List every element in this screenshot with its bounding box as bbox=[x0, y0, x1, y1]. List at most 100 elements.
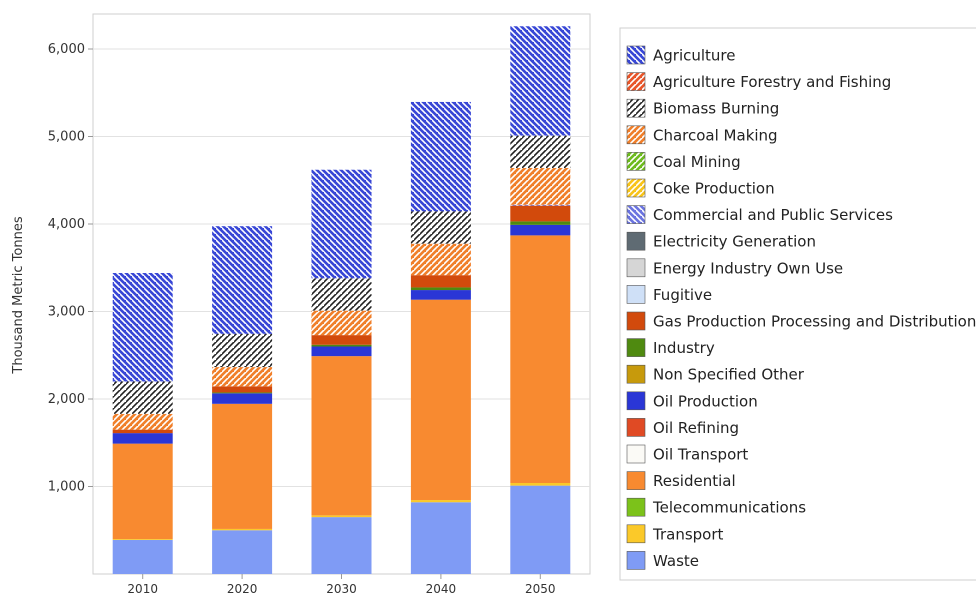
legend-label-agriculture-forestry-and-fishing[interactable]: Agriculture Forestry and Fishing bbox=[653, 73, 891, 91]
bar-segment-industry-2030[interactable] bbox=[311, 344, 372, 347]
y-tick-label: 5,000 bbox=[48, 130, 85, 145]
bar-segment-oil-production-2030[interactable] bbox=[311, 346, 372, 357]
bar-segment-residential-2050[interactable] bbox=[510, 235, 571, 483]
y-tick-label: 2,000 bbox=[48, 392, 85, 407]
bar-segment-waste-2040[interactable] bbox=[410, 502, 471, 574]
bar-segment-agriculture-2040[interactable] bbox=[410, 101, 471, 212]
legend-swatch-non-specified-other[interactable] bbox=[626, 364, 646, 384]
bar-segment-commercial-and-public-services-2050[interactable] bbox=[510, 204, 571, 206]
y-tick-label: 1,000 bbox=[48, 480, 85, 495]
x-tick-label: 2050 bbox=[525, 582, 556, 596]
bar-segment-biomass-burning-2030[interactable] bbox=[311, 278, 372, 311]
bar-segment-waste-2050[interactable] bbox=[510, 485, 571, 574]
x-axis-ticks: 2010 2020 2030 2040 2050 bbox=[127, 574, 556, 596]
legend-swatch-electricity-generation[interactable] bbox=[626, 231, 646, 251]
bar-segment-charcoal-making-2050[interactable] bbox=[510, 168, 571, 205]
legend-label-coke-production[interactable]: Coke Production bbox=[653, 180, 775, 198]
bar-segment-biomass-burning-2040[interactable] bbox=[410, 211, 471, 244]
bar-segment-waste-2010[interactable] bbox=[112, 539, 173, 574]
x-tick-label: 2010 bbox=[127, 582, 158, 596]
bar-segment-agriculture-2030[interactable] bbox=[311, 169, 372, 279]
bar-segment-charcoal-making-2020[interactable] bbox=[212, 367, 273, 387]
y-axis-label: Thousand Metric Tonnes bbox=[11, 216, 26, 374]
bar-segment-charcoal-making-2030[interactable] bbox=[311, 310, 372, 336]
bar-segment-biomass-burning-2010[interactable] bbox=[112, 381, 173, 414]
legend-swatch-transport[interactable] bbox=[626, 524, 646, 544]
legend-swatch-residential[interactable] bbox=[626, 471, 646, 490]
bar-segment-transport-2050[interactable] bbox=[510, 483, 571, 486]
bar-segment-transport-2030[interactable] bbox=[311, 515, 372, 518]
bar-segment-gas-production-processing-and-distribution-2040[interactable] bbox=[410, 275, 471, 288]
legend-box bbox=[619, 27, 976, 581]
bar-segment-agriculture-2020[interactable] bbox=[212, 226, 273, 334]
bar-segment-charcoal-making-2010[interactable] bbox=[112, 413, 173, 430]
legend-swatch-energy-industry-own-use[interactable] bbox=[626, 258, 646, 278]
legend-label-industry[interactable]: Industry bbox=[653, 339, 715, 357]
bar-segment-gas-production-processing-and-distribution-2030[interactable] bbox=[311, 335, 372, 345]
legend-label-oil-transport[interactable]: Oil Transport bbox=[653, 446, 748, 464]
legend-swatch-industry[interactable] bbox=[626, 338, 646, 357]
bar-segment-gas-production-processing-and-distribution-2020[interactable] bbox=[212, 386, 273, 393]
legend-swatch-coke-production[interactable] bbox=[626, 178, 646, 198]
bar-segment-industry-2050[interactable] bbox=[510, 221, 571, 225]
bar-segment-industry-2040[interactable] bbox=[410, 287, 471, 291]
legend-label-non-specified-other[interactable]: Non Specified Other bbox=[653, 366, 805, 384]
bar-segment-oil-production-2010[interactable] bbox=[112, 433, 173, 444]
y-tick-label: 6,000 bbox=[48, 42, 85, 57]
legend-swatch-waste[interactable] bbox=[626, 551, 646, 570]
bar-segment-waste-2020[interactable] bbox=[212, 530, 273, 574]
y-axis-ticks: 1,000 2,000 3,000 4,000 5,000 6,000 bbox=[48, 42, 93, 495]
legend-label-commercial-and-public-services[interactable]: Commercial and Public Services bbox=[653, 206, 893, 224]
x-tick-label: 2040 bbox=[426, 582, 457, 596]
legend-label-oil-refining[interactable]: Oil Refining bbox=[653, 419, 739, 437]
bar-segment-agriculture-2050[interactable] bbox=[510, 26, 571, 136]
legend-swatch-agriculture[interactable] bbox=[626, 45, 646, 65]
bar-segment-biomass-burning-2050[interactable] bbox=[510, 135, 571, 168]
bar-segment-gas-production-processing-and-distribution-2050[interactable] bbox=[510, 205, 571, 222]
legend-label-agriculture[interactable]: Agriculture bbox=[653, 47, 736, 65]
legend-swatch-oil-production[interactable] bbox=[626, 391, 646, 411]
legend-swatch-coal-mining[interactable] bbox=[626, 152, 646, 171]
bar-segment-transport-2040[interactable] bbox=[410, 500, 471, 503]
legend-label-coal-mining[interactable]: Coal Mining bbox=[653, 153, 741, 171]
bar-segment-biomass-burning-2020[interactable] bbox=[212, 333, 273, 368]
legend-swatch-oil-refining[interactable] bbox=[626, 418, 646, 437]
bar-segment-transport-2020[interactable] bbox=[212, 528, 273, 531]
legend[interactable]: Agriculture Agriculture Forestry and Fish… bbox=[626, 45, 976, 570]
bar-segment-gas-production-processing-and-distribution-2010[interactable] bbox=[112, 429, 173, 434]
legend-label-gas-production-processing-and-distribution[interactable]: Gas Production Processing and Distributi… bbox=[653, 313, 976, 331]
legend-label-oil-production[interactable]: Oil Production bbox=[653, 392, 758, 410]
bar-segment-residential-2020[interactable] bbox=[212, 403, 273, 529]
bar-segment-industry-2020[interactable] bbox=[212, 392, 273, 394]
bar-segment-oil-production-2040[interactable] bbox=[410, 290, 471, 300]
legend-label-energy-industry-own-use[interactable]: Energy Industry Own Use bbox=[653, 259, 843, 277]
legend-swatch-gas-production-processing-and-distribution[interactable] bbox=[626, 311, 646, 331]
legend-swatch-telecommunications[interactable] bbox=[626, 497, 646, 517]
legend-swatch-fugitive[interactable] bbox=[626, 285, 646, 304]
bar-segment-agriculture-2010[interactable] bbox=[112, 273, 173, 382]
bar-segment-residential-2040[interactable] bbox=[410, 299, 471, 501]
legend-swatch-charcoal-making[interactable] bbox=[626, 125, 646, 145]
bar-segment-transport-2010[interactable] bbox=[112, 539, 173, 540]
legend-swatch-agriculture-forestry-and-fishing[interactable] bbox=[626, 72, 646, 91]
legend-label-biomass-burning[interactable]: Biomass Burning bbox=[653, 100, 779, 118]
bar-segment-residential-2010[interactable] bbox=[112, 443, 173, 539]
bar-segment-charcoal-making-2040[interactable] bbox=[410, 243, 471, 276]
bar-segment-oil-production-2050[interactable] bbox=[510, 224, 571, 236]
bar-segment-oil-production-2020[interactable] bbox=[212, 393, 273, 404]
legend-label-telecommunications[interactable]: Telecommunications bbox=[652, 499, 806, 517]
bars bbox=[112, 26, 571, 574]
legend-swatch-biomass-burning[interactable] bbox=[626, 98, 646, 118]
legend-label-residential[interactable]: Residential bbox=[653, 472, 736, 490]
bar-segment-residential-2030[interactable] bbox=[311, 356, 372, 516]
legend-label-fugitive[interactable]: Fugitive bbox=[653, 286, 712, 304]
legend-swatch-commercial-and-public-services[interactable] bbox=[626, 205, 646, 224]
y-tick-label: 4,000 bbox=[48, 217, 85, 232]
legend-label-transport[interactable]: Transport bbox=[652, 525, 724, 543]
legend-swatch-oil-transport[interactable] bbox=[626, 444, 646, 464]
legend-label-charcoal-making[interactable]: Charcoal Making bbox=[653, 126, 778, 144]
bar-segment-waste-2030[interactable] bbox=[311, 517, 372, 574]
legend-label-waste[interactable]: Waste bbox=[653, 552, 699, 570]
legend-label-electricity-generation[interactable]: Electricity Generation bbox=[653, 233, 816, 251]
